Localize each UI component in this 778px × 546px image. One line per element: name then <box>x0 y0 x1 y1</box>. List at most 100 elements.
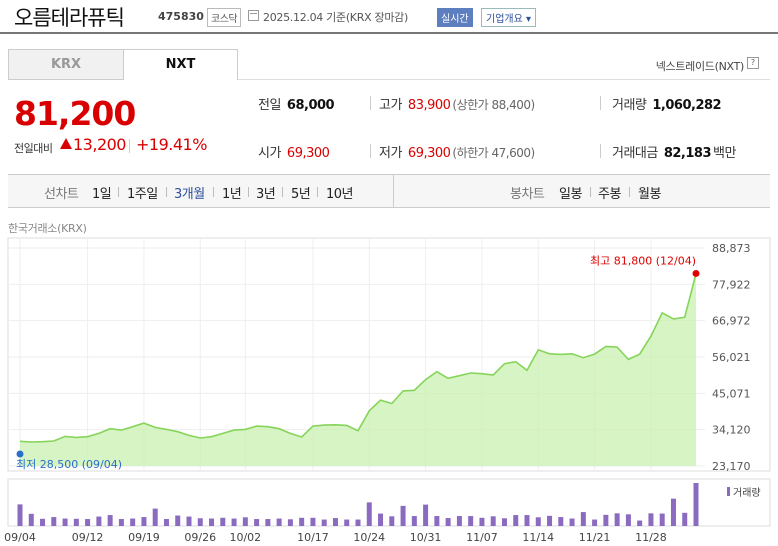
x-tick-label: 09/19 <box>128 531 160 544</box>
stat-label: 전일 <box>258 98 281 113</box>
upper-limit: (상한가 88,400) <box>452 98 535 112</box>
x-tick-label: 09/12 <box>72 531 104 544</box>
volume-legend: 거래량 <box>733 487 761 499</box>
help-icon[interactable]: ? <box>747 57 759 69</box>
min-annotation: 최저 28,500 (09/04) <box>16 458 122 471</box>
volume-bar <box>580 512 586 526</box>
period-bar-divider <box>393 175 394 207</box>
up-arrow-icon <box>60 138 72 149</box>
chart-frame <box>7 237 771 472</box>
realtime-button[interactable]: 실시간 <box>437 8 473 27</box>
x-tick-label: 11/28 <box>635 531 667 544</box>
x-tick-label: 11/14 <box>522 531 554 544</box>
period-1w[interactable]: 1주일 <box>127 187 158 202</box>
period-1d[interactable]: 1일 <box>92 187 112 202</box>
tab-nxt[interactable]: NXT <box>123 49 238 80</box>
stat-value: 68,000 <box>286 98 335 113</box>
y-tick-label: 56,021 <box>712 351 751 364</box>
volume-bar <box>220 517 226 526</box>
change-percent: +19.41% <box>136 135 207 154</box>
x-tick-label: 09/26 <box>184 531 216 544</box>
volume-bar <box>152 508 158 526</box>
period-3y[interactable]: 3년 <box>256 187 276 202</box>
calendar-icon <box>248 10 259 21</box>
x-tick-label: 11/07 <box>466 531 498 544</box>
lower-limit: (하한가 47,600) <box>452 146 535 160</box>
volume-bar <box>107 515 113 526</box>
candle-monthly[interactable]: 월봉 <box>638 187 661 202</box>
candle-weekly[interactable]: 주봉 <box>598 187 621 202</box>
volume-bar <box>209 518 215 526</box>
y-tick-label: 66,972 <box>712 315 751 328</box>
y-tick-label: 45,071 <box>712 387 751 400</box>
market-badge: 코스닥 <box>207 8 242 27</box>
tab-krx[interactable]: KRX <box>8 49 123 80</box>
max-marker <box>692 269 700 277</box>
divider <box>600 144 601 158</box>
change-label: 전일대비 <box>14 142 53 155</box>
corp-info-dropdown[interactable]: 기업개요 ▾ <box>481 8 536 27</box>
stat-value: 1,060,282 <box>652 98 722 113</box>
volume-bar <box>197 518 203 526</box>
volume-bar <box>490 516 496 526</box>
stat-prev-close: 전일 68,000 <box>258 94 335 113</box>
volume-bar <box>648 513 654 526</box>
volume-bar <box>479 517 485 526</box>
stat-label: 고가 <box>379 98 402 113</box>
stat-high: 고가 83,900 (상한가 88,400) <box>379 94 535 113</box>
period-3m[interactable]: 3개월 <box>174 187 205 202</box>
stat-low: 저가 69,300 (하한가 47,600) <box>379 142 535 161</box>
candle-daily[interactable]: 일봉 <box>559 187 582 202</box>
base-date: 2025.12.04 기준(KRX 장마감) <box>263 11 408 24</box>
divider <box>600 96 601 110</box>
divider <box>118 187 119 197</box>
volume-bar <box>287 519 293 526</box>
y-tick-label: 23,170 <box>712 460 751 473</box>
volume-bar <box>40 518 46 526</box>
volume-legend-swatch <box>727 487 730 496</box>
volume-bar <box>163 519 169 526</box>
stat-value: 69,300 <box>407 146 451 161</box>
period-10y[interactable]: 10년 <box>326 187 354 202</box>
divider <box>248 187 249 197</box>
period-5y[interactable]: 5년 <box>291 187 311 202</box>
divider <box>213 187 214 197</box>
stock-code: 475830 <box>158 10 204 23</box>
volume-bar <box>445 518 451 526</box>
y-tick-label: 34,120 <box>712 424 751 437</box>
line-chart-label: 선차트 <box>44 187 79 202</box>
stat-volume: 거래량 1,060,282 <box>612 94 722 113</box>
volume-bar <box>186 516 192 526</box>
divider <box>129 139 130 153</box>
volume-bar <box>28 513 34 526</box>
x-tick-label: 10/02 <box>229 531 261 544</box>
price-chart: 88,873 77,922 66,972 56,021 45,071 34,120 23,1… <box>4 237 771 544</box>
volume-bar <box>389 516 395 526</box>
stock-header: 오름테라퓨틱 475830 코스닥 2025.12.04 기준(KRX 장마감)… <box>0 0 778 34</box>
volume-bar <box>265 519 271 526</box>
volume-bar <box>423 504 429 526</box>
volume-bar <box>175 515 181 526</box>
stat-label: 거래량 <box>612 98 647 113</box>
stat-unit: 백만 <box>713 146 736 161</box>
volume-bar <box>85 519 91 526</box>
nxt-label: 넥스트레이드(NXT) <box>655 60 745 73</box>
stat-label: 저가 <box>379 146 402 161</box>
volume-bar <box>468 516 474 526</box>
divider <box>317 187 318 197</box>
stat-label: 거래대금 <box>612 146 658 161</box>
divider <box>282 187 283 197</box>
max-annotation: 최고 81,800 (12/04) <box>590 254 696 267</box>
volume-bar <box>524 515 530 526</box>
volume-bar <box>603 514 609 526</box>
divider <box>629 187 630 197</box>
volume-bar <box>614 513 620 526</box>
volume-bar <box>321 519 327 526</box>
period-1y[interactable]: 1년 <box>222 187 242 202</box>
volume-bar <box>625 514 631 526</box>
volume-bar <box>344 519 350 526</box>
stat-value: 82,183 <box>663 146 712 161</box>
volume-bar <box>569 518 575 526</box>
x-tick-label: 11/21 <box>579 531 611 544</box>
price-line <box>19 273 697 443</box>
